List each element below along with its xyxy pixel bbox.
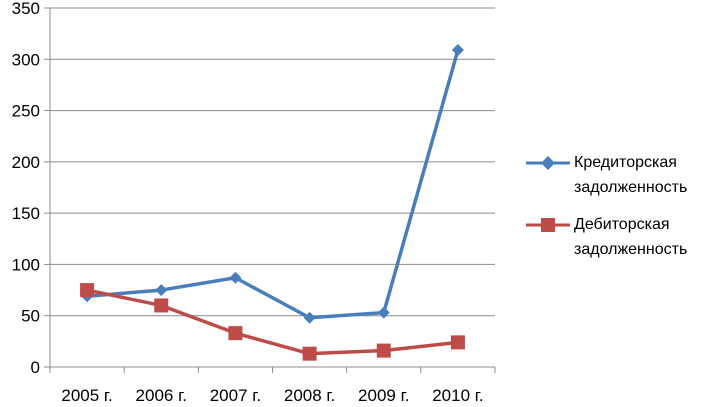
y-tick-label: 300 — [12, 50, 40, 69]
y-tick-label: 0 — [31, 358, 40, 377]
x-tick-label: 2009 г. — [358, 386, 409, 405]
legend: Кредиторская задолженность Дебиторская з… — [526, 150, 712, 274]
axes — [44, 7, 496, 373]
data-point-diamond — [229, 271, 242, 284]
data-point-diamond — [451, 44, 464, 57]
data-point-diamond — [377, 306, 390, 319]
legend-label-creditor: Кредиторская задолженность — [574, 154, 688, 196]
data-point-diamond — [303, 311, 316, 324]
data-point-square — [154, 298, 169, 313]
data-point-square — [302, 346, 317, 361]
y-tick-label: 150 — [12, 204, 40, 223]
axis-labels: 0 50 100 150 200 250 300 350 2005 г. 2006 г. 2007 … — [12, 0, 484, 405]
x-tick-label: 2005 г. — [61, 386, 112, 405]
legend-item-debtor: Дебиторская задолженность — [526, 212, 712, 274]
y-tick-label: 100 — [12, 255, 40, 274]
y-tick-label: 250 — [12, 102, 40, 121]
x-tick-label: 2007 г. — [210, 386, 261, 405]
x-tick-label: 2010 г. — [432, 386, 483, 405]
x-tick-label: 2006 г. — [136, 386, 187, 405]
legend-label-debtor: Дебиторская задолженность — [574, 216, 688, 258]
y-tick-label: 350 — [12, 0, 40, 18]
data-point-square — [80, 283, 95, 298]
data-point-square — [450, 335, 465, 350]
data-point-square — [228, 326, 243, 341]
legend-item-creditor: Кредиторская задолженность — [526, 150, 712, 212]
legend-square-marker-icon — [526, 218, 570, 232]
x-tick-label: 2008 г. — [284, 386, 335, 405]
series-lines — [80, 44, 465, 361]
gridlines — [50, 7, 495, 317]
legend-diamond-marker-icon — [526, 156, 570, 170]
y-tick-label: 50 — [21, 307, 40, 326]
y-tick-label: 200 — [12, 153, 40, 172]
data-point-diamond — [155, 284, 168, 297]
series-line-1 — [86, 288, 459, 356]
data-point-square — [376, 343, 391, 358]
series-line-0 — [86, 49, 460, 320]
